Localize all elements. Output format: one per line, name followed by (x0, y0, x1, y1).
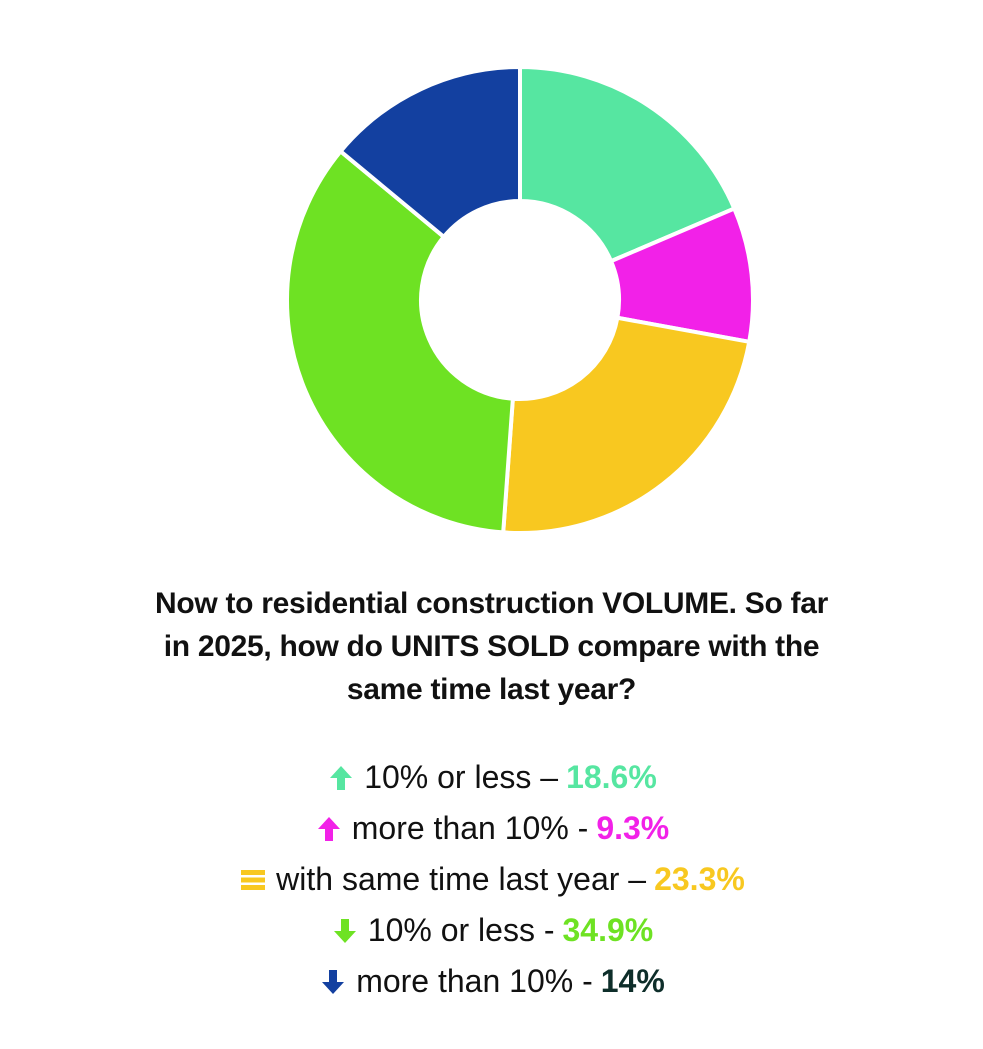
legend-label: more than 10% - (351, 810, 589, 846)
donut-slice-4 (285, 148, 515, 535)
legend-value: 14% (600, 963, 665, 999)
legend-value: 34.9% (562, 912, 654, 948)
legend-value: 23.3% (654, 861, 745, 897)
chart-question: Now to residential construction VOLUME. … (0, 582, 983, 711)
legend-item-up-10-or-less: 10% or less – 18.6% (0, 752, 983, 803)
question-line-3: same time last year? (346, 673, 637, 706)
legend-label: 10% or less – (364, 759, 559, 795)
arrow-down-icon (330, 916, 360, 946)
legend-item-same: with same time last year – 23.3% (0, 854, 983, 905)
donut-slice-5 (337, 64, 522, 240)
question-line-1: Now to residential construction VOLUME. … (155, 587, 828, 620)
donut-slice-3 (501, 315, 752, 535)
legend-item-down-more-than-10: more than 10% - 14% (0, 956, 983, 1007)
legend-label: with same time last year – (276, 861, 647, 897)
arrow-down-icon (318, 967, 348, 997)
arrow-up-icon (326, 763, 356, 793)
legend: 10% or less – 18.6% more than 10% - 9.3%… (0, 752, 983, 1007)
question-line-2: in 2025, how do UNITS SOLD compare with … (163, 630, 820, 663)
legend-label: 10% or less - (367, 912, 555, 948)
equal-lines-icon (238, 865, 268, 895)
legend-item-down-10-or-less: 10% or less - 34.9% (0, 905, 983, 956)
legend-item-up-more-than-10: more than 10% - 9.3% (0, 803, 983, 854)
donut-chart (285, 64, 753, 535)
donut-slice-1 (518, 64, 737, 264)
legend-value: 18.6% (566, 759, 657, 795)
arrow-up-icon (314, 814, 344, 844)
legend-value: 9.3% (596, 810, 670, 846)
legend-label: more than 10% - (356, 963, 593, 999)
